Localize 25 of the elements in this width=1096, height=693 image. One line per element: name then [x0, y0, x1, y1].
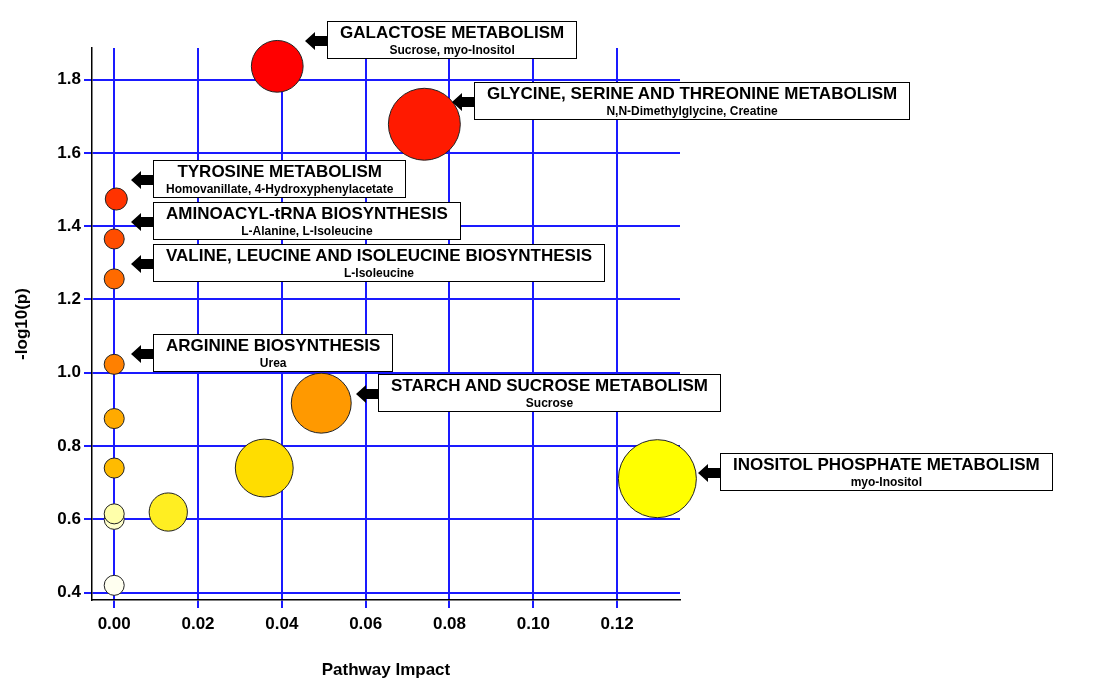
x-tick-label: 0.04: [265, 613, 299, 633]
annotation: ARGININE BIOSYNTHESIS Urea: [166, 336, 381, 370]
text: INOSITOL PHOSPHATE METABOLISM myo-Inositol: [733, 455, 1040, 489]
annotation: STARCH AND SUCROSE METABOLISM Sucrose: [391, 376, 709, 410]
x-tick-label: 0.10: [516, 613, 550, 633]
y-tick-label: 1.2: [57, 289, 81, 309]
x-axis-title: Pathway Impact: [321, 660, 451, 680]
x-tick-label: 0.12: [600, 613, 634, 633]
x-tick-label: 0.08: [432, 613, 467, 633]
annotation: GALACTOSE METABOLISM Sucrose, myo-Inositol: [340, 23, 565, 57]
annotation: AMINOACYL-tRNA BIOSYNTHESIS L-Alanine, L-Isoleucine: [166, 204, 448, 238]
y-tick-label: 0.4: [57, 582, 82, 602]
x-tick-label: 0.06: [349, 613, 383, 633]
x-tick-label: 0.00: [97, 613, 131, 633]
annotation: VALINE, LEUCINE AND ISOLEUCINE BIOSYNTHESIS L-Isoleucine: [166, 246, 592, 280]
y-tick-label: 1.6: [57, 142, 81, 162]
y-tick-label: 1.4: [57, 215, 82, 235]
y-tick-label: 1.0: [57, 362, 81, 382]
annotation: GLYCINE, SERINE AND THREONINE METABOLISM N,N-Dimethylglycine, Creatine: [487, 84, 898, 118]
y-tick-label: 1.8: [57, 69, 81, 89]
y-tick-label: 0.8: [57, 435, 81, 455]
annotation: TYROSINE METABOLISM Homovanillate, 4-Hydroxyphenylacetate: [166, 162, 394, 196]
y-tick-label: 0.6: [57, 509, 81, 529]
x-tick-label: 0.02: [181, 613, 215, 633]
y-axis-title: -log10(p): [11, 288, 31, 360]
